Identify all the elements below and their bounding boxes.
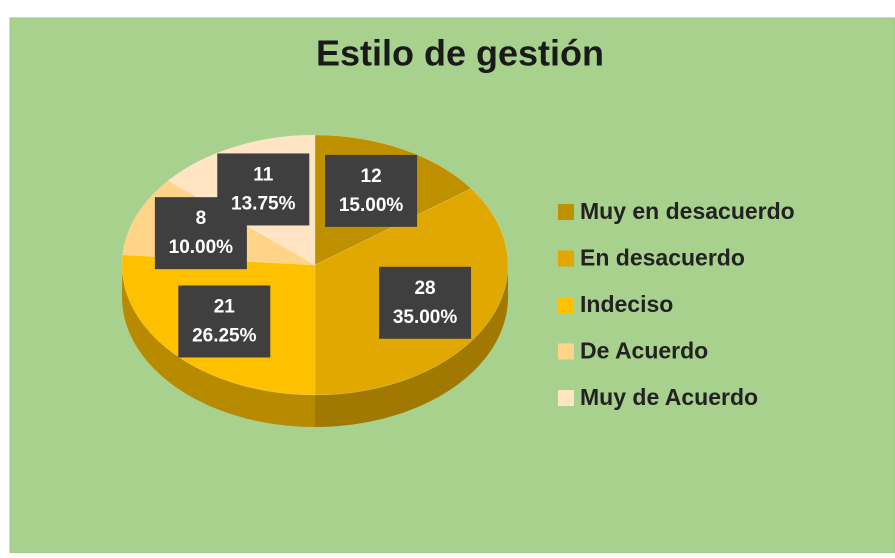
data-label-percent: 35.00% bbox=[393, 307, 458, 328]
slice-side bbox=[122, 265, 315, 427]
data-label-count: 8 bbox=[196, 208, 207, 229]
data-label-percent: 13.75% bbox=[231, 193, 296, 214]
data-label-count: 12 bbox=[361, 166, 382, 187]
legend-swatch bbox=[558, 297, 574, 313]
legend-label: Muy de Acuerdo bbox=[580, 384, 758, 410]
slice-side bbox=[315, 265, 508, 427]
data-label-count: 28 bbox=[414, 278, 435, 299]
data-label-box bbox=[325, 154, 418, 227]
data-label-count: 21 bbox=[214, 296, 236, 317]
legend-label: En desacuerdo bbox=[580, 245, 745, 271]
data-label-percent: 10.00% bbox=[169, 237, 234, 258]
data-label-box bbox=[217, 153, 310, 226]
data-label-box bbox=[379, 266, 472, 339]
legend-label: De Acuerdo bbox=[580, 338, 708, 364]
legend-label: Indeciso bbox=[580, 291, 673, 317]
legend-label: Muy en desacuerdo bbox=[580, 198, 795, 224]
legend-swatch bbox=[558, 343, 574, 360]
legend-swatch bbox=[558, 250, 574, 267]
chart-title: Estilo de gestión bbox=[316, 33, 604, 74]
data-label-percent: 26.25% bbox=[192, 325, 257, 346]
legend-swatch bbox=[558, 204, 574, 220]
data-label-count: 11 bbox=[253, 164, 274, 185]
legend-swatch bbox=[558, 390, 574, 406]
data-label-percent: 15.00% bbox=[339, 195, 404, 216]
data-label-box bbox=[178, 285, 271, 358]
